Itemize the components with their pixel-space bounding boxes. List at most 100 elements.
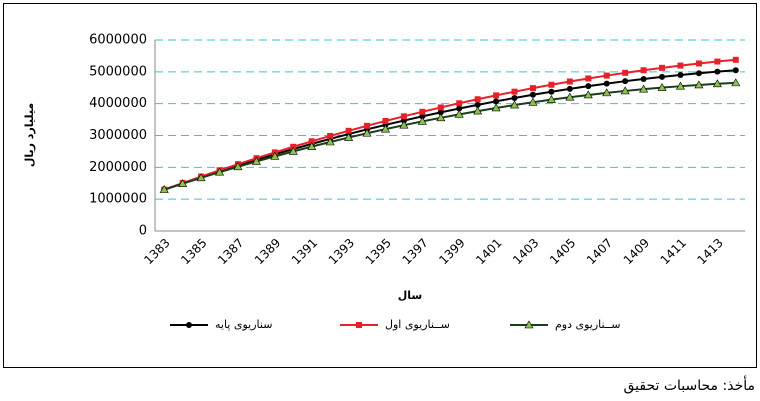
- legend-label: ســناریوی اول: [385, 318, 450, 331]
- data-point: [493, 92, 500, 99]
- data-point: [456, 100, 463, 107]
- data-point: [622, 78, 629, 85]
- data-point: [565, 92, 575, 101]
- data-point: [270, 151, 280, 160]
- data-point: [659, 73, 666, 80]
- data-point: [603, 72, 610, 79]
- x-axis-title: سال: [398, 289, 423, 302]
- x-tick-label: 1385: [178, 236, 209, 267]
- x-tick-label: 1391: [289, 236, 320, 267]
- data-point: [566, 85, 573, 92]
- series-line: [163, 81, 736, 191]
- data-point: [493, 98, 500, 105]
- data-point: [639, 84, 649, 93]
- data-point: [307, 142, 317, 150]
- data-point: [714, 68, 721, 75]
- x-tick-label: 1401: [473, 236, 504, 267]
- data-point: [382, 117, 389, 124]
- x-tick-label: 1409: [621, 236, 652, 267]
- data-point: [491, 103, 501, 112]
- data-point: [251, 156, 261, 165]
- y-tick-label: 1000000: [89, 192, 147, 207]
- data-point: [695, 60, 702, 67]
- data-point: [345, 127, 352, 134]
- data-point: [694, 80, 704, 89]
- source-note: مأخذ: محاسبات تحقیق: [623, 375, 755, 394]
- x-tick-label: 1387: [215, 236, 246, 267]
- data-point: [511, 94, 518, 101]
- data-point: [437, 104, 444, 111]
- data-point: [640, 75, 647, 82]
- data-point: [622, 69, 629, 76]
- x-tick-label: 1399: [436, 236, 467, 267]
- data-point: [344, 132, 354, 141]
- data-point: [546, 95, 556, 103]
- data-point: [620, 86, 630, 95]
- legend-label: ســناریوی دوم: [555, 318, 621, 331]
- data-point: [712, 79, 722, 88]
- data-point: [732, 67, 739, 74]
- data-point: [437, 109, 444, 116]
- legend-marker: [356, 322, 362, 328]
- legend-label: سناریوی پایه: [215, 318, 272, 331]
- data-point: [602, 88, 612, 97]
- chart-frame: [3, 3, 757, 368]
- x-tick-label: 1403: [510, 236, 541, 267]
- data-point: [714, 58, 721, 65]
- data-point: [677, 71, 684, 78]
- data-point: [436, 113, 446, 122]
- data-point: [215, 167, 225, 176]
- data-point: [399, 120, 409, 129]
- data-point: [695, 70, 702, 77]
- data-point: [529, 91, 536, 98]
- data-point: [454, 109, 464, 118]
- x-tick-label: 1405: [547, 236, 578, 267]
- y-tick-label: 5000000: [89, 64, 147, 79]
- x-tick-label: 1411: [658, 236, 689, 267]
- x-tick-label: 1393: [326, 236, 357, 267]
- x-tick-label: 1413: [694, 236, 725, 267]
- data-point: [677, 62, 684, 69]
- data-point: [178, 179, 188, 187]
- y-tick-label: 0: [139, 224, 147, 239]
- y-tick-label: 3000000: [89, 128, 147, 143]
- data-point: [548, 88, 555, 95]
- data-point: [400, 113, 407, 120]
- data-point: [528, 97, 538, 106]
- data-point: [529, 85, 536, 92]
- data-point: [548, 81, 555, 88]
- data-point: [511, 88, 518, 95]
- data-point: [640, 67, 647, 74]
- data-point: [380, 124, 390, 133]
- data-point: [308, 138, 315, 145]
- series-line: [163, 58, 736, 191]
- data-point: [364, 122, 371, 129]
- x-tick-label: 1383: [141, 236, 172, 267]
- data-point: [288, 146, 298, 155]
- data-point: [325, 137, 335, 146]
- data-point: [585, 83, 592, 90]
- data-point: [233, 162, 243, 171]
- data-point: [419, 113, 426, 120]
- y-tick-label: 6000000: [89, 33, 147, 48]
- legend-marker: [524, 320, 534, 329]
- data-point: [585, 75, 592, 82]
- data-point: [456, 105, 463, 112]
- x-tick-label: 1389: [252, 236, 283, 267]
- data-point: [583, 90, 593, 99]
- data-point: [474, 96, 481, 103]
- data-point: [327, 132, 334, 139]
- data-point: [510, 100, 520, 109]
- data-point: [731, 78, 741, 87]
- data-point: [473, 106, 483, 115]
- legend-marker: [186, 322, 192, 328]
- y-tick-label: 2000000: [89, 160, 147, 175]
- data-point: [675, 81, 685, 90]
- data-point: [196, 173, 206, 182]
- data-point: [159, 185, 169, 193]
- x-tick-label: 1395: [363, 236, 394, 267]
- data-point: [290, 143, 297, 150]
- data-point: [419, 108, 426, 115]
- data-point: [657, 82, 667, 91]
